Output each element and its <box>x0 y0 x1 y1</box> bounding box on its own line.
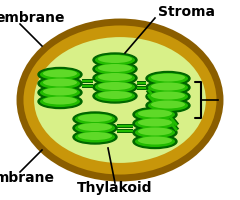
Ellipse shape <box>148 82 188 93</box>
Ellipse shape <box>151 100 185 108</box>
FancyBboxPatch shape <box>82 84 93 88</box>
FancyBboxPatch shape <box>82 84 93 86</box>
Ellipse shape <box>151 82 185 90</box>
FancyBboxPatch shape <box>137 86 146 88</box>
Ellipse shape <box>43 70 77 77</box>
Ellipse shape <box>93 71 137 85</box>
Ellipse shape <box>98 91 132 99</box>
FancyBboxPatch shape <box>82 79 93 82</box>
Ellipse shape <box>38 76 82 90</box>
Ellipse shape <box>43 78 77 86</box>
Ellipse shape <box>75 114 115 124</box>
Ellipse shape <box>148 100 188 111</box>
Ellipse shape <box>38 68 82 82</box>
FancyBboxPatch shape <box>137 82 146 84</box>
Ellipse shape <box>138 118 172 127</box>
Ellipse shape <box>98 82 132 90</box>
Ellipse shape <box>135 118 175 129</box>
Ellipse shape <box>151 73 185 82</box>
Ellipse shape <box>78 114 112 122</box>
Ellipse shape <box>98 73 132 81</box>
Ellipse shape <box>38 95 82 108</box>
FancyBboxPatch shape <box>117 130 133 132</box>
Ellipse shape <box>146 80 190 95</box>
Ellipse shape <box>146 72 190 86</box>
Ellipse shape <box>148 73 188 84</box>
FancyBboxPatch shape <box>82 78 93 82</box>
Ellipse shape <box>135 136 175 147</box>
Ellipse shape <box>151 92 185 99</box>
Ellipse shape <box>148 91 188 102</box>
Text: Stroma: Stroma <box>158 5 215 19</box>
Ellipse shape <box>20 22 220 178</box>
FancyBboxPatch shape <box>137 86 146 90</box>
Ellipse shape <box>40 78 80 89</box>
Ellipse shape <box>93 62 137 76</box>
Ellipse shape <box>146 98 190 112</box>
Text: embrane: embrane <box>0 11 65 25</box>
Ellipse shape <box>40 96 80 107</box>
Ellipse shape <box>73 130 117 144</box>
Ellipse shape <box>135 109 175 120</box>
Ellipse shape <box>95 54 135 66</box>
Ellipse shape <box>95 90 135 102</box>
Ellipse shape <box>73 112 117 126</box>
Ellipse shape <box>93 80 137 94</box>
Ellipse shape <box>95 82 135 92</box>
Ellipse shape <box>93 89 137 103</box>
FancyBboxPatch shape <box>117 129 133 132</box>
Ellipse shape <box>78 132 112 140</box>
Ellipse shape <box>98 55 132 63</box>
Ellipse shape <box>95 72 135 84</box>
FancyBboxPatch shape <box>137 80 146 84</box>
Text: Thylakoid: Thylakoid <box>77 181 153 195</box>
Ellipse shape <box>133 134 177 148</box>
Ellipse shape <box>138 128 172 136</box>
Ellipse shape <box>138 110 172 117</box>
Ellipse shape <box>133 108 177 121</box>
Ellipse shape <box>43 97 77 104</box>
Ellipse shape <box>32 35 208 165</box>
Ellipse shape <box>146 90 190 104</box>
Ellipse shape <box>43 88 77 96</box>
Ellipse shape <box>73 121 117 135</box>
Ellipse shape <box>38 86 82 99</box>
Ellipse shape <box>93 53 137 67</box>
Ellipse shape <box>40 69 80 80</box>
Ellipse shape <box>75 132 115 142</box>
Ellipse shape <box>133 116 177 130</box>
Ellipse shape <box>135 127 175 138</box>
Ellipse shape <box>40 87 80 98</box>
Ellipse shape <box>78 123 112 131</box>
Ellipse shape <box>75 122 115 134</box>
FancyBboxPatch shape <box>117 124 133 127</box>
Ellipse shape <box>138 136 172 144</box>
FancyBboxPatch shape <box>117 123 133 128</box>
Ellipse shape <box>133 126 177 140</box>
Ellipse shape <box>95 64 135 74</box>
Ellipse shape <box>98 64 132 72</box>
Text: mbrane: mbrane <box>0 171 55 185</box>
